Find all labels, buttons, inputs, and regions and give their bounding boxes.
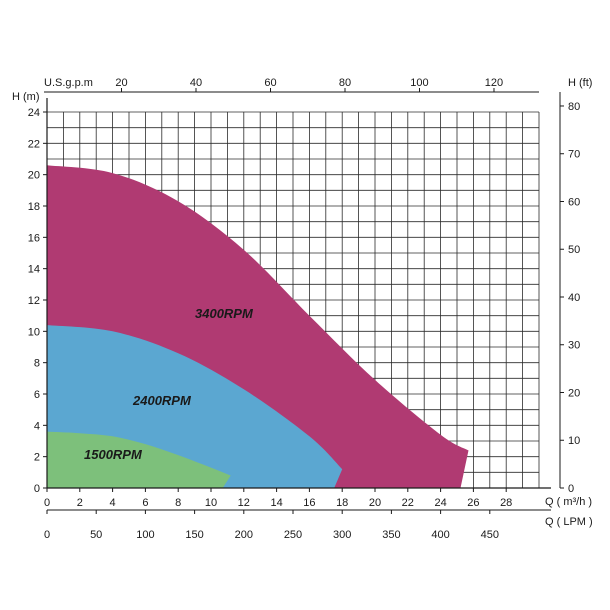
y-right-tick-label: 10 (568, 435, 580, 447)
y-left-tick-label: 8 (34, 358, 40, 370)
x-bottom-tick-label: 10 (205, 497, 217, 509)
x-bottom2-tick-label: 0 (44, 529, 50, 541)
x-bottom-tick-label: 26 (467, 497, 479, 509)
x-bottom2-tick-label: 400 (431, 529, 449, 541)
x-bottom-tick-label: 16 (303, 497, 315, 509)
y-right-tick-label: 70 (568, 149, 580, 161)
x-top-tick-label: 20 (115, 77, 127, 89)
x-bottom-tick-label: 8 (175, 497, 181, 509)
x-bottom-tick-label: 22 (402, 497, 414, 509)
x-bottom2-tick-label: 250 (284, 529, 302, 541)
y-left-tick-label: 2 (34, 452, 40, 464)
y-right-tick-label: 50 (568, 244, 580, 256)
x-bottom-tick-label: 4 (110, 497, 116, 509)
y-left-tick-label: 20 (28, 170, 40, 182)
y-left-tick-label: 12 (28, 295, 40, 307)
series-label-1500rpm: 1500RPM (84, 447, 143, 462)
top-axis-title: U.S.g.p.m (44, 77, 93, 89)
x-bottom-tick-label: 28 (500, 497, 512, 509)
y-right-tick-label: 0 (568, 483, 574, 495)
x-bottom2-tick-label: 150 (185, 529, 203, 541)
axes (44, 91, 561, 511)
x-top-tick-label: 40 (190, 77, 202, 89)
x-bottom-tick-label: 20 (369, 497, 381, 509)
bottom-axis-title: Q ( m³/h ) (545, 496, 592, 508)
y-left-tick-label: 16 (28, 232, 40, 244)
x-bottom2-tick-label: 100 (136, 529, 154, 541)
series-label-3400rpm: 3400RPM (195, 306, 254, 321)
y-left-tick-label: 0 (34, 483, 40, 495)
x-top-tick-label: 60 (264, 77, 276, 89)
right-axis-title: H (ft) (568, 77, 592, 89)
x-bottom-tick-label: 14 (270, 497, 282, 509)
series-areas (47, 165, 469, 489)
x-bottom2-tick-label: 200 (235, 529, 253, 541)
y-left-tick-label: 10 (28, 326, 40, 338)
y-left-tick-label: 6 (34, 389, 40, 401)
y-right-tick-label: 60 (568, 196, 580, 208)
x-bottom-tick-label: 24 (434, 497, 446, 509)
y-right-tick-label: 30 (568, 340, 580, 352)
y-left-tick-label: 4 (34, 420, 40, 432)
area-1500rpm (47, 431, 231, 488)
x-bottom-tick-label: 12 (238, 497, 250, 509)
x-bottom2-tick-label: 300 (333, 529, 351, 541)
y-right-tick-label: 40 (568, 292, 580, 304)
y-left-tick-label: 22 (28, 138, 40, 150)
x-top-tick-label: 100 (410, 77, 428, 89)
x-bottom-tick-label: 18 (336, 497, 348, 509)
x-bottom-tick-label: 6 (142, 497, 148, 509)
y-right-tick-label: 80 (568, 101, 580, 113)
x-top-tick-label: 120 (485, 77, 503, 89)
left-axis-title: H (m) (12, 91, 40, 103)
x-bottom2-tick-label: 450 (481, 529, 499, 541)
x-top-tick-label: 80 (339, 77, 351, 89)
x-bottom-tick-label: 0 (44, 497, 50, 509)
bottom2-axis-title: Q ( LPM ) (545, 516, 593, 528)
y-left-tick-label: 24 (28, 107, 40, 119)
x-bottom-tick-label: 2 (77, 497, 83, 509)
x-bottom2-tick-label: 50 (90, 529, 102, 541)
y-left-tick-label: 14 (28, 264, 40, 276)
y-right-tick-label: 20 (568, 387, 580, 399)
x-bottom2-tick-label: 350 (382, 529, 400, 541)
y-left-tick-label: 18 (28, 201, 40, 213)
series-label-2400rpm: 2400RPM (132, 393, 192, 408)
